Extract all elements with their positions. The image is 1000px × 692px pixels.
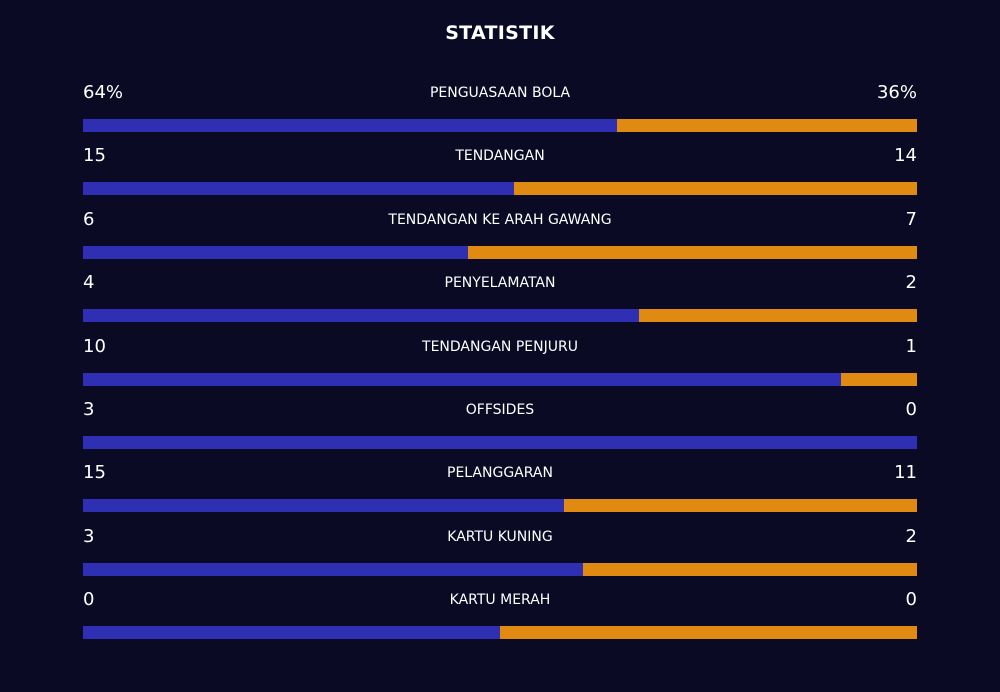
panel-title: STATISTIK	[445, 22, 555, 44]
stat-header: OFFSIDES 3 0	[83, 397, 917, 423]
home-bar-segment	[83, 372, 842, 386]
stat-header: TENDANGAN PENJURU 10 1	[83, 334, 917, 360]
stat-row-tendangan-ke-arah-gawang: TENDANGAN KE ARAH GAWANG 6 7	[83, 207, 917, 270]
comparison-bar	[83, 499, 917, 513]
away-bar-segment	[616, 119, 917, 132]
comparison-bar	[83, 435, 917, 449]
stat-row-pelanggaran: PELANGGARAN 15 11	[83, 460, 917, 523]
home-bar-segment	[83, 562, 584, 576]
home-bar-segment	[83, 499, 565, 513]
home-bar-segment	[83, 309, 640, 323]
away-bar-segment	[500, 626, 917, 640]
stat-row-kartu-kuning: KARTU KUNING 3 2	[83, 524, 917, 587]
stat-label: TENDANGAN KE ARAH GAWANG	[388, 211, 612, 228]
stat-label: PELANGGARAN	[447, 465, 553, 482]
stat-row-penguasaan-bola: PENGUASAAN BOLA 64% 36%	[83, 80, 917, 143]
away-value: 2	[905, 525, 917, 547]
stat-row-offsides: OFFSIDES 3 0	[83, 397, 917, 460]
home-value: 6	[83, 208, 95, 230]
comparison-bar	[83, 119, 917, 132]
home-value: 0	[83, 589, 95, 611]
home-value: 64%	[83, 82, 124, 103]
stats-list: PENGUASAAN BOLA 64% 36% TENDANGAN 15 14 TENDAN…	[83, 80, 917, 651]
comparison-bar	[83, 245, 917, 259]
home-value: 15	[83, 145, 106, 167]
away-value: 36%	[876, 82, 917, 103]
comparison-bar	[83, 182, 917, 196]
away-bar-segment	[564, 499, 917, 513]
stat-label: PENGUASAAN BOLA	[429, 85, 571, 101]
stat-header: TENDANGAN 15 14	[83, 143, 917, 169]
home-bar-segment	[83, 626, 500, 640]
stat-row-tendangan-penjuru: TENDANGAN PENJURU 10 1	[83, 334, 917, 397]
home-value: 3	[83, 398, 95, 420]
stat-header: PENYELAMATAN 4 2	[83, 270, 917, 296]
stat-label: OFFSIDES	[465, 401, 535, 418]
stat-header: TENDANGAN KE ARAH GAWANG 6 7	[83, 207, 917, 233]
stat-label: KARTU MERAH	[449, 592, 551, 609]
away-value: 0	[905, 398, 917, 420]
comparison-bar	[83, 626, 917, 640]
away-value: 7	[905, 208, 917, 230]
home-value: 3	[83, 525, 95, 547]
stat-label: KARTU KUNING	[447, 528, 553, 545]
home-bar-segment	[83, 182, 515, 196]
away-bar-segment	[514, 182, 917, 196]
away-bar-segment	[639, 309, 917, 323]
stat-label: PENYELAMATAN	[444, 275, 556, 292]
stat-row-penyelamatan: PENYELAMATAN 4 2	[83, 270, 917, 333]
away-bar-segment	[583, 562, 917, 576]
home-bar-segment	[83, 119, 617, 132]
comparison-bar	[83, 309, 917, 323]
away-bar-segment	[841, 372, 917, 386]
stat-label: TENDANGAN	[455, 148, 545, 165]
stat-header: PELANGGARAN 15 11	[83, 460, 917, 486]
stat-row-kartu-merah: KARTU MERAH 0 0	[83, 587, 917, 650]
stat-label: TENDANGAN PENJURU	[422, 338, 578, 355]
away-value: 11	[894, 462, 917, 484]
away-bar-segment	[468, 245, 917, 259]
home-bar-segment	[83, 245, 469, 259]
home-value: 10	[83, 335, 106, 357]
stat-header: KARTU KUNING 3 2	[83, 524, 917, 550]
comparison-bar	[83, 372, 917, 386]
home-value: 15	[83, 462, 106, 484]
stat-header: KARTU MERAH 0 0	[83, 587, 917, 613]
stat-row-tendangan: TENDANGAN 15 14	[83, 143, 917, 206]
comparison-bar	[83, 562, 917, 576]
away-value: 2	[905, 272, 917, 294]
away-value: 0	[905, 589, 917, 611]
away-value: 1	[905, 335, 917, 357]
home-bar-segment	[83, 435, 917, 449]
home-value: 4	[83, 272, 95, 294]
stat-header: PENGUASAAN BOLA 64% 36%	[83, 80, 917, 106]
away-value: 14	[894, 145, 917, 167]
